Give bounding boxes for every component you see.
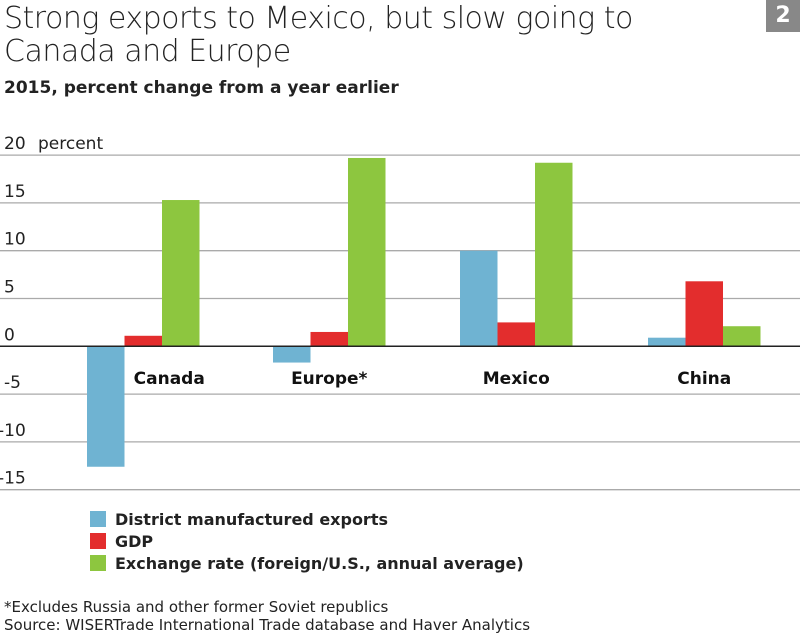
y-tick-label: 5 <box>4 278 15 298</box>
legend-item-exports: District manufactured exports <box>90 508 524 530</box>
chart-title: Strong exports to Mexico, but slow going… <box>4 1 633 69</box>
bar-canada-series-1 <box>124 335 162 347</box>
bar-canada-series-2 <box>162 200 200 347</box>
bar-china-series-2 <box>723 326 761 347</box>
y-tick-label: -15 <box>0 469 26 489</box>
category-label: Mexico <box>483 369 550 389</box>
legend-label: District manufactured exports <box>115 509 388 529</box>
footnote: *Excludes Russia and other former Soviet… <box>4 598 389 616</box>
legend-item-exchange-rate: Exchange rate (foreign/U.S., annual aver… <box>90 552 524 574</box>
footnotes: *Excludes Russia and other former Soviet… <box>4 598 530 634</box>
bar-mexico-series-2 <box>535 162 573 347</box>
bar-china-series-1 <box>685 281 723 347</box>
bar-europe-series-2 <box>348 157 386 347</box>
bar-china-series-0 <box>648 337 686 347</box>
legend-label: GDP <box>115 531 154 551</box>
bar-mexico-series-0 <box>460 250 498 347</box>
y-axis-label: percent <box>38 134 103 154</box>
legend: District manufactured exports GDP Exchan… <box>90 508 524 574</box>
y-tick-label: -5 <box>4 373 21 393</box>
y-tick-label: 0 <box>4 325 15 345</box>
bar-europe-series-1 <box>310 331 348 347</box>
chart-subtitle: 2015, percent change from a year earlier <box>4 78 399 98</box>
legend-swatch <box>90 555 106 571</box>
bar-mexico-series-1 <box>497 322 535 347</box>
y-tick-label: 20 <box>4 134 26 154</box>
figure-number-badge: 2 <box>766 0 800 32</box>
legend-label: Exchange rate (foreign/U.S., annual aver… <box>115 553 524 573</box>
y-tick-label: 15 <box>4 182 26 202</box>
legend-item-gdp: GDP <box>90 530 524 552</box>
category-label: China <box>677 369 731 389</box>
bar-europe-series-0 <box>273 346 311 363</box>
legend-swatch <box>90 533 106 549</box>
bar-canada-series-0 <box>87 346 125 467</box>
category-label: Europe* <box>291 369 367 389</box>
source-note: Source: WISERTrade International Trade d… <box>4 616 531 634</box>
y-tick-label: -10 <box>0 421 26 441</box>
y-tick-label: 10 <box>4 230 26 250</box>
legend-swatch <box>90 511 106 527</box>
category-label: Canada <box>134 369 205 389</box>
